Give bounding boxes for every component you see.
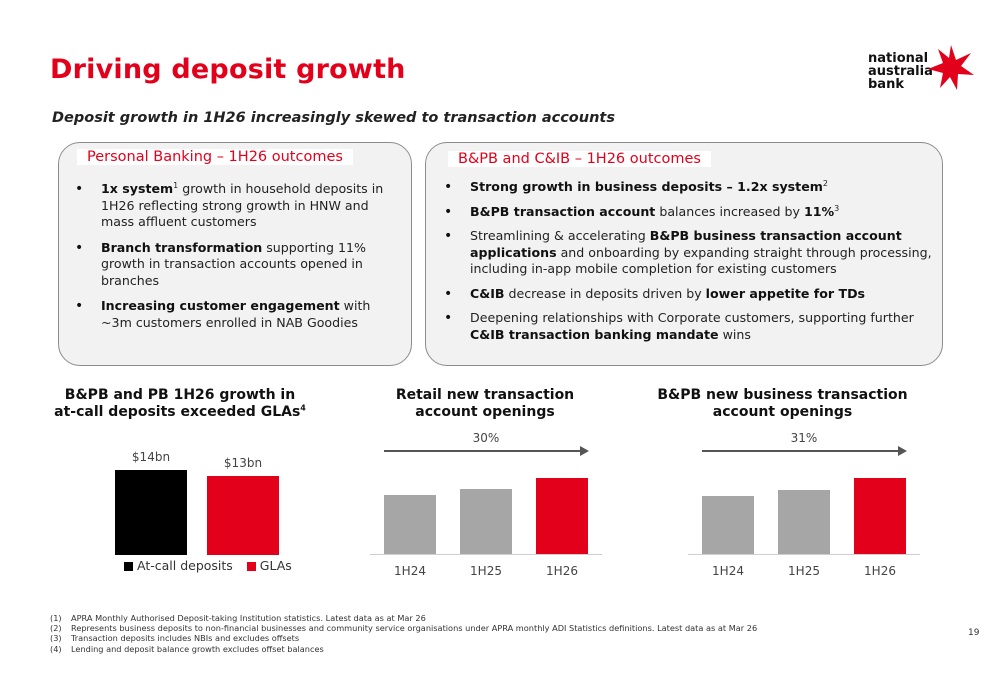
- nab-logo-text: national australia bank: [868, 52, 933, 91]
- bullet-bold: 1x system: [101, 181, 174, 196]
- chart-title-line: account openings: [712, 404, 853, 420]
- x-tick-label: 1H25: [788, 564, 820, 578]
- chart-title-line: B&PB new business transaction: [657, 387, 908, 403]
- legend-label: At-call deposits: [137, 558, 233, 573]
- footnote: (4) Lending and deposit balance growth ex…: [50, 644, 757, 654]
- chart-2-plot: 1H24 1H25 1H26 30%: [370, 428, 602, 588]
- legend-swatch: [246, 562, 256, 571]
- legend-label: GLAs: [259, 558, 292, 573]
- nab-star-logo-icon: [928, 45, 974, 90]
- page-number: 19: [968, 628, 980, 638]
- bullet-bold: lower appetite for TDs: [705, 285, 866, 301]
- footnote-text: Lending and deposit balance growth exclu…: [71, 643, 324, 654]
- footnote: (2) Represents business deposits to non-f…: [50, 623, 757, 633]
- bullet-item: Branch transformation supporting 11% gro…: [65, 240, 400, 290]
- logo-line-1: national: [868, 51, 929, 66]
- business-banking-bullets: Strong growth in business deposits – 1.2…: [434, 179, 934, 351]
- footnote-ref: 4: [300, 403, 306, 413]
- bullet-text: wins: [718, 326, 751, 342]
- chart-title-line: B&PB and PB 1H26 growth in: [64, 387, 296, 403]
- chart-1-title: B&PB and PB 1H26 growth in at-call depos…: [40, 387, 320, 421]
- footnotes: (1) APRA Monthly Authorised Deposit-takin…: [50, 613, 757, 654]
- business-banking-heading: B&PB and C&IB – 1H26 outcomes: [448, 151, 711, 167]
- bar-value-label: $14bn: [131, 450, 171, 464]
- footnote-text: Represents business deposits to non-fina…: [71, 623, 758, 634]
- bullet-bold: B&PB business transaction account applic…: [470, 228, 902, 260]
- bar-glas: [207, 476, 279, 555]
- bullet-text: with ~3m customers enrolled in NAB Goodi…: [101, 298, 371, 330]
- footnote-ref: 3: [834, 203, 840, 213]
- footnote-ref: 2: [822, 178, 828, 188]
- chart-3-title: B&PB new business transaction account op…: [640, 387, 925, 421]
- logo-line-3: bank: [868, 77, 904, 92]
- chart-3-plot: 1H24 1H25 1H26 31%: [688, 428, 920, 588]
- x-tick-label: 1H25: [470, 564, 502, 578]
- x-axis-line: [370, 554, 602, 555]
- chart-title-line: account openings: [415, 404, 555, 420]
- page-subtitle: Deposit growth in 1H26 increasingly skew…: [52, 110, 615, 126]
- x-tick-label: 1H24: [394, 564, 426, 578]
- growth-arrow-line: [384, 450, 582, 452]
- footnote-ref: 1: [173, 180, 179, 190]
- bullet-item: B&PB transaction account balances increa…: [434, 204, 934, 221]
- bullet-bold: B&PB transaction account: [470, 203, 656, 219]
- footnote-text: APRA Monthly Authorised Deposit-taking I…: [71, 613, 426, 623]
- bullet-item: Increasing customer engagement with ~3m …: [65, 298, 400, 331]
- bar-1h25: [778, 490, 830, 554]
- legend-swatch: [124, 562, 133, 571]
- bullet-item: 1x system1 growth in household deposits …: [65, 181, 400, 231]
- bar-1h25: [460, 488, 512, 554]
- bullet-item: Deepening relationships with Corporate c…: [434, 310, 934, 343]
- bar-1h26: [536, 478, 588, 554]
- footnote-text: Transaction deposits includes NBIs and e…: [71, 633, 300, 644]
- bullet-bold: 11%: [804, 203, 835, 219]
- bullet-text: supporting 11% growth in transaction acc…: [101, 239, 367, 288]
- bullet-item: C&IB decrease in deposits driven by lowe…: [434, 286, 934, 303]
- bar-1h24: [702, 496, 754, 554]
- growth-percent-label: 31%: [790, 431, 818, 445]
- bullet-text: Deepening relationships with Corporate c…: [470, 310, 914, 325]
- growth-arrow-head-icon: [580, 446, 589, 456]
- x-tick-label: 1H26: [546, 564, 578, 578]
- chart-title-line: Retail new transaction: [395, 387, 575, 403]
- personal-banking-bullets: 1x system1 growth in household deposits …: [65, 181, 400, 340]
- page-title: Driving deposit growth: [50, 54, 406, 85]
- footnote-number: (1): [50, 613, 62, 623]
- bullet-bold: C&IB: [470, 285, 505, 301]
- x-tick-label: 1H26: [864, 564, 896, 578]
- personal-banking-heading: Personal Banking – 1H26 outcomes: [77, 149, 353, 165]
- bullet-bold: Increasing customer engagement: [101, 298, 340, 313]
- footnote-number: (4): [50, 643, 62, 654]
- bullet-text: and onboarding by expanding straight thr…: [470, 244, 932, 277]
- chart-1-legend: At-call deposits GLAs: [124, 558, 292, 573]
- x-axis-line: [688, 554, 920, 555]
- footnote: (3) Transaction deposits includes NBIs an…: [50, 633, 757, 643]
- bullet-text: growth in household deposits in 1H26 ref…: [101, 181, 384, 229]
- bullet-text: decrease in deposits driven by: [504, 285, 706, 301]
- bar-value-label: $13bn: [223, 456, 263, 471]
- chart-2-title: Retail new transaction account openings: [360, 387, 610, 421]
- bullet-bold: Strong growth in business deposits – 1.2…: [470, 179, 823, 194]
- logo-line-2: australia: [868, 64, 933, 79]
- bullet-item: Streamlining & accelerating B&PB busines…: [434, 228, 934, 278]
- growth-arrow-line: [702, 450, 900, 452]
- growth-arrow-head-icon: [898, 446, 907, 456]
- bullet-bold: C&IB transaction banking mandate: [470, 326, 719, 342]
- bar-at-call-deposits: [115, 470, 187, 555]
- x-tick-label: 1H24: [712, 564, 744, 578]
- footnote: (1) APRA Monthly Authorised Deposit-takin…: [50, 613, 757, 623]
- bullet-bold: Branch transformation: [101, 239, 263, 255]
- footnote-number: (2): [50, 623, 62, 634]
- chart-title-line: at-call deposits exceeded GLAs: [54, 404, 301, 420]
- footnote-number: (3): [50, 633, 62, 644]
- bullet-text: balances increased by: [655, 203, 805, 219]
- personal-banking-panel: Personal Banking – 1H26 outcomes 1x syst…: [58, 142, 412, 366]
- growth-percent-label: 30%: [472, 431, 500, 445]
- business-banking-panel: B&PB and C&IB – 1H26 outcomes Strong gro…: [425, 142, 943, 366]
- chart-1-plot: $14bn $13bn: [100, 445, 290, 555]
- bullet-item: Strong growth in business deposits – 1.2…: [434, 179, 934, 196]
- bar-1h26: [854, 478, 906, 554]
- bar-1h24: [384, 495, 436, 554]
- bullet-text: Streamlining & accelerating: [470, 228, 650, 243]
